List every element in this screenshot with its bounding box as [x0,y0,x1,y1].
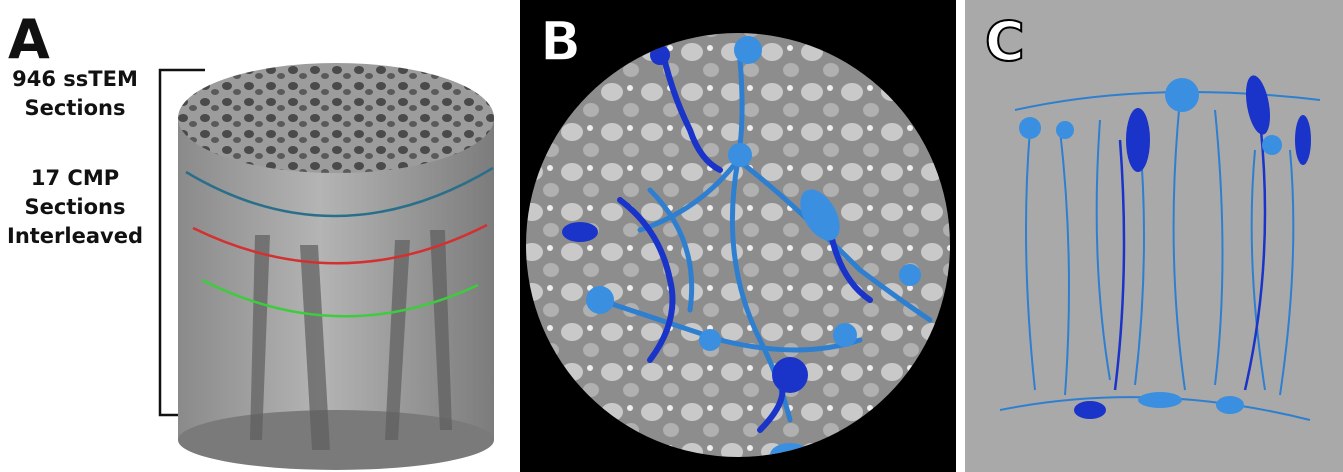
figure: A 946 ssTEM Sections 17 CMP Sections Int… [0,0,1343,472]
panel-a: A 946 ssTEM Sections 17 CMP Sections Int… [7,8,494,470]
annotation: 946 ssTEM [12,67,138,91]
panel-label: C [985,10,1025,73]
annotation: Interleaved [7,224,143,248]
annotation: Sections [25,195,126,219]
cylinder-top [178,63,494,173]
annotation: Sections [25,96,126,120]
panel-label: B [540,10,581,73]
annotation: 17 CMP [31,166,119,190]
panel-label: A [8,8,50,71]
panel-c: C [965,0,1343,472]
panel-b: B [520,0,956,472]
